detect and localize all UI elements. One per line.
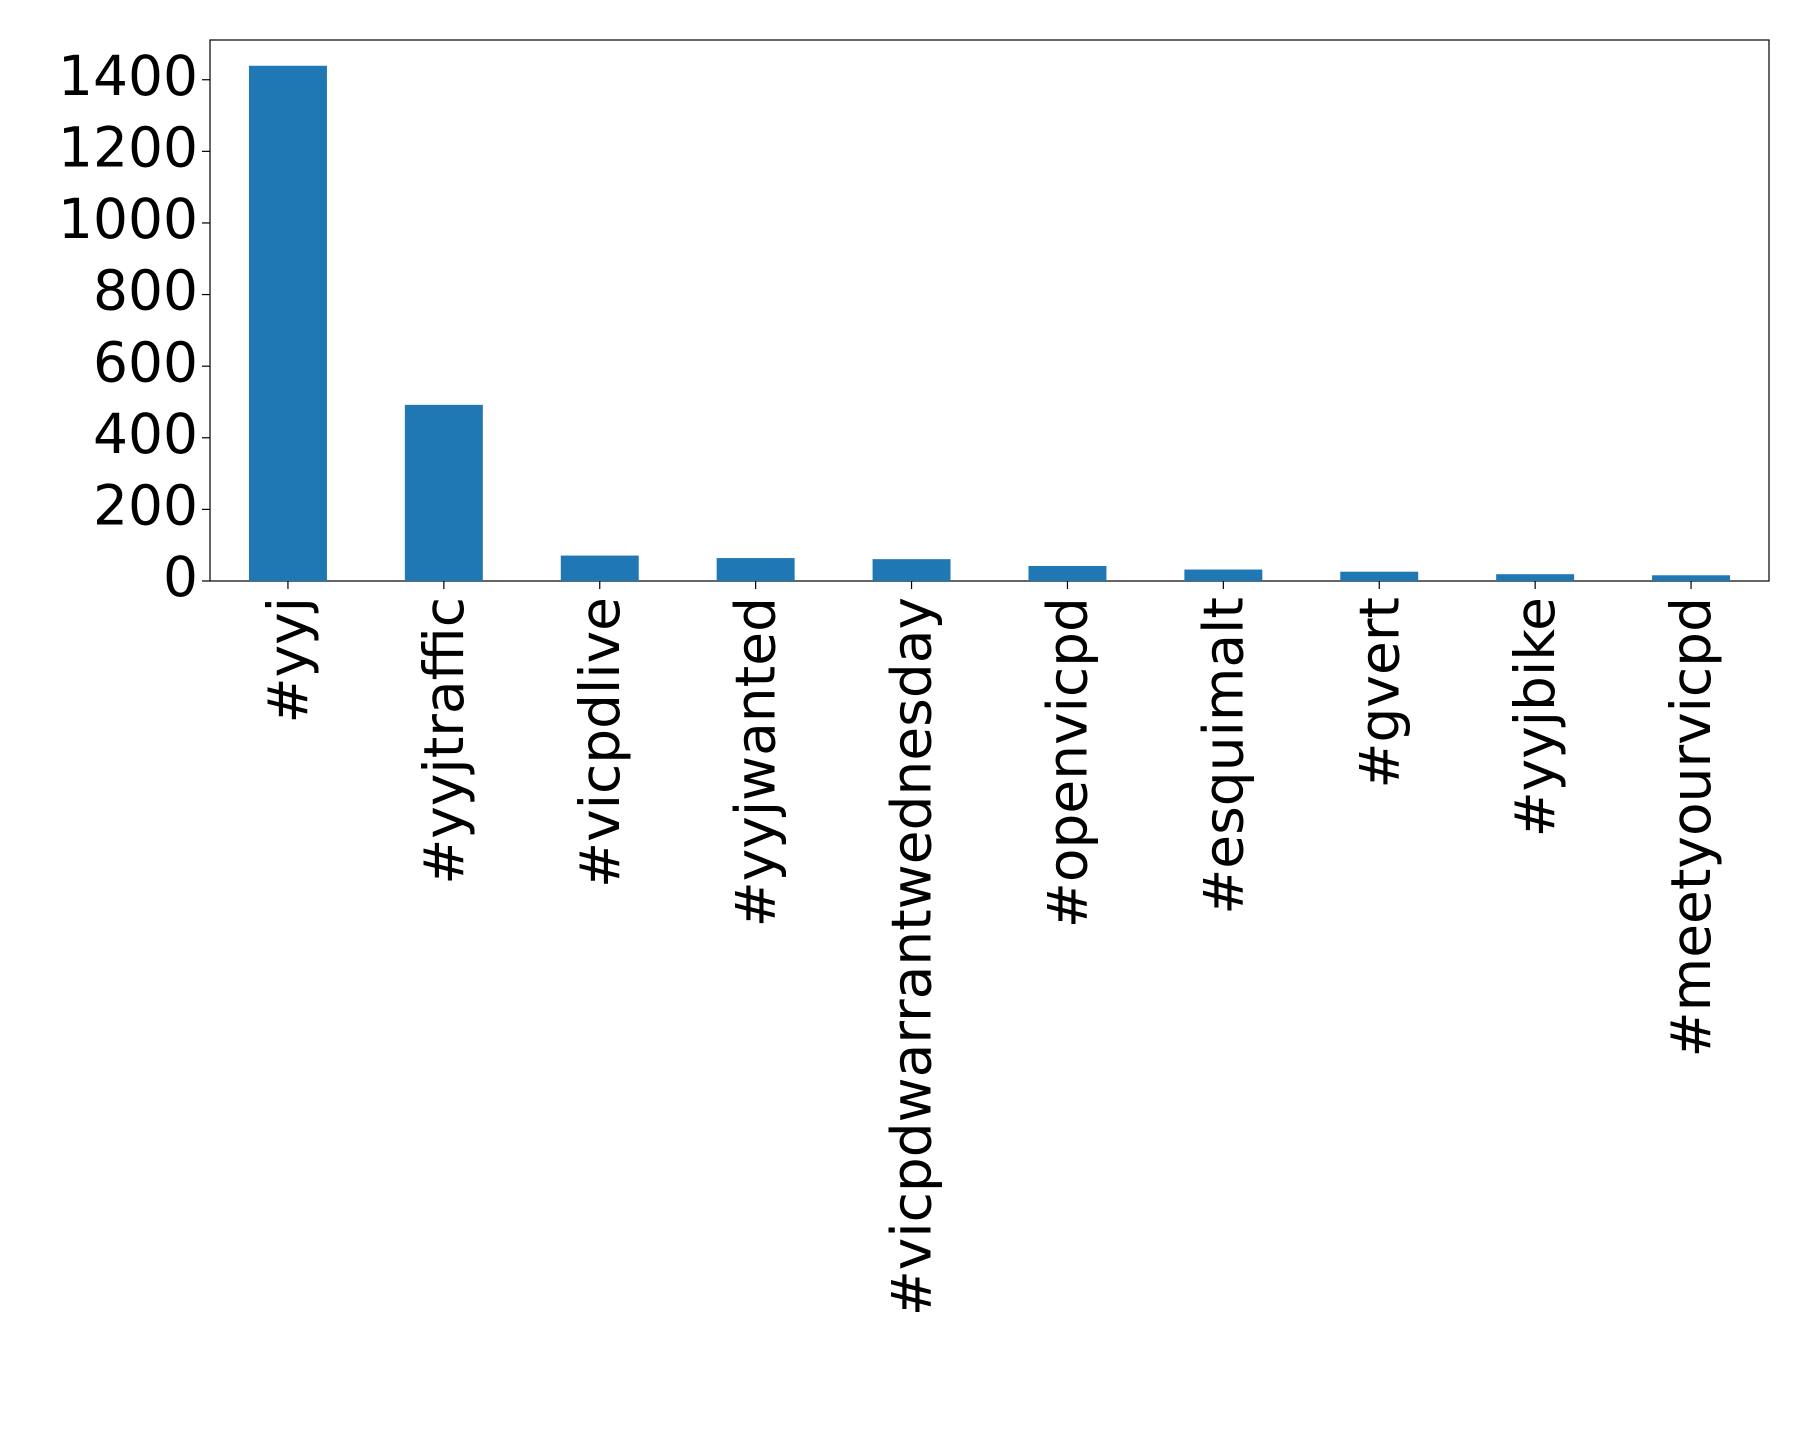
bar	[404, 404, 483, 581]
bar	[1496, 574, 1575, 581]
bar	[1028, 565, 1107, 581]
x-tick-label: #openvicpd	[1035, 597, 1099, 928]
y-tick-label: 0	[163, 545, 198, 609]
bar	[872, 559, 951, 581]
y-tick-label: 1200	[58, 115, 198, 179]
y-tick-label: 200	[93, 474, 198, 538]
y-tick-label: 400	[93, 402, 198, 466]
bar	[248, 65, 327, 582]
y-tick-label: 1000	[58, 187, 198, 251]
x-tick-label: #gvert	[1347, 597, 1411, 789]
y-tick-label: 800	[93, 259, 198, 323]
x-tick-label: #yyjbike	[1503, 597, 1567, 837]
plot-frame	[209, 39, 1770, 582]
x-tick-label: #yyjtraffic	[412, 597, 476, 885]
x-tick-label: #meetyourvicpd	[1659, 597, 1723, 1057]
bar	[1652, 575, 1731, 581]
bar	[560, 555, 639, 581]
x-tick-label: #vicpdwarrantwednesday	[880, 597, 944, 1316]
x-tick-label: #esquimalt	[1191, 597, 1255, 915]
x-tick-label: #yyj	[256, 597, 320, 723]
x-tick-label: #yyjwanted	[724, 597, 788, 927]
x-tick-label: #vicpdlive	[568, 597, 632, 888]
bar	[716, 558, 795, 581]
bar	[1340, 571, 1419, 581]
y-tick-label: 1400	[58, 44, 198, 108]
y-tick-label: 600	[93, 330, 198, 394]
bar	[1184, 569, 1263, 581]
